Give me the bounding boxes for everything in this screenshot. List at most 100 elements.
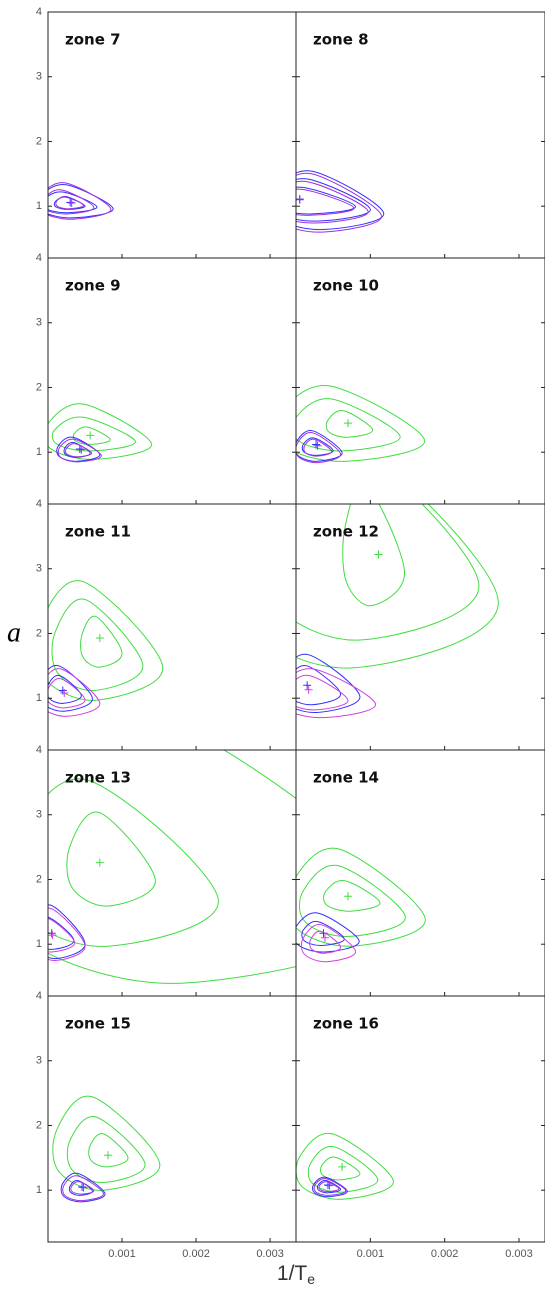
contour xyxy=(48,191,98,214)
contour xyxy=(296,186,357,215)
contour xyxy=(52,1095,161,1191)
center-marker xyxy=(338,1162,347,1171)
y-tick-label: 4 xyxy=(36,498,42,510)
contour xyxy=(62,1175,104,1202)
contour xyxy=(48,668,101,717)
x-axis-label-main: 1/T xyxy=(277,1262,308,1285)
y-tick-label: 1 xyxy=(36,938,42,950)
contour xyxy=(296,847,426,947)
plot-area xyxy=(48,182,114,220)
contour xyxy=(53,196,86,210)
y-tick-label: 2 xyxy=(36,1119,42,1131)
contour xyxy=(60,1172,106,1203)
panel: zone 13 1 2 3 4 xyxy=(36,744,297,997)
center-marker xyxy=(67,198,76,207)
panel-title: zone 13 xyxy=(65,769,131,787)
y-tick-label: 3 xyxy=(36,1055,42,1067)
panel-title: zone 12 xyxy=(313,523,379,541)
plot-area xyxy=(296,170,385,233)
y-tick-label: 2 xyxy=(36,381,42,393)
y-tick-label: 4 xyxy=(36,6,42,18)
y-tick-label: 1 xyxy=(36,446,42,458)
panel: zone 16 0.001 0.002 0.003 xyxy=(295,995,545,1260)
contour xyxy=(296,188,355,216)
panel: zone 8 xyxy=(295,11,545,259)
plot-area xyxy=(296,504,499,719)
contour xyxy=(342,504,406,607)
y-tick-label: 3 xyxy=(36,71,42,83)
contour xyxy=(296,432,342,464)
plot-area xyxy=(296,847,426,963)
panel-frame xyxy=(295,257,545,505)
center-marker xyxy=(77,445,86,454)
x-axis-label: 1/Te xyxy=(277,1262,315,1287)
y-tick-label: 4 xyxy=(36,744,42,756)
contour xyxy=(70,1181,95,1195)
contour xyxy=(296,180,369,224)
contour xyxy=(48,184,114,219)
contour xyxy=(48,580,164,701)
contour xyxy=(318,1181,340,1193)
center-marker xyxy=(86,431,95,440)
panel: zone 12 xyxy=(295,503,545,751)
center-marker xyxy=(304,685,313,694)
contour xyxy=(296,172,382,233)
contour xyxy=(300,923,356,963)
center-marker xyxy=(344,419,353,428)
panel-frame xyxy=(295,11,545,259)
contour xyxy=(66,1116,146,1183)
contour xyxy=(301,920,345,947)
y-tick-label: 1 xyxy=(36,200,42,212)
center-marker xyxy=(75,444,84,453)
center-marker xyxy=(320,933,329,942)
panel-title: zone 11 xyxy=(65,523,131,541)
contour xyxy=(296,170,385,231)
contour xyxy=(298,864,406,937)
contour xyxy=(68,1179,93,1196)
panel-frame xyxy=(47,11,297,259)
center-marker xyxy=(78,1182,87,1191)
plot-area xyxy=(296,385,426,464)
center-marker xyxy=(344,892,353,901)
contour xyxy=(296,1132,394,1200)
panel-title: zone 9 xyxy=(65,277,121,295)
contour xyxy=(48,189,95,215)
contour xyxy=(307,1145,379,1193)
panel-frame xyxy=(47,257,297,505)
y-tick-label: 2 xyxy=(36,873,42,885)
center-marker xyxy=(374,550,383,559)
y-tick-label: 4 xyxy=(36,252,42,264)
x-tick-label: 0.002 xyxy=(431,1248,459,1260)
center-marker xyxy=(296,195,304,204)
y-tick-label: 4 xyxy=(36,990,42,1002)
plot-area xyxy=(48,403,153,463)
panel: zone 10 xyxy=(295,257,545,505)
contour xyxy=(57,438,102,463)
contour xyxy=(48,916,75,950)
panel: zone 9 1 2 3 4 xyxy=(36,252,297,505)
plot-area xyxy=(48,580,164,717)
plot-area xyxy=(48,750,296,984)
center-marker xyxy=(95,858,104,867)
panel-title: zone 15 xyxy=(65,1015,131,1033)
contour xyxy=(296,178,371,222)
panel: zone 14 xyxy=(295,749,545,997)
center-marker xyxy=(95,634,104,643)
panel-title: zone 7 xyxy=(65,31,121,49)
contour xyxy=(313,1177,347,1196)
contour xyxy=(303,438,333,457)
contour xyxy=(296,385,426,462)
contour xyxy=(48,664,93,712)
contour xyxy=(56,436,101,462)
panel-frame xyxy=(295,749,545,997)
center-marker xyxy=(79,1183,88,1192)
y-tick-label: 3 xyxy=(36,317,42,329)
contour xyxy=(48,182,112,220)
contour xyxy=(51,416,136,452)
panel-frame xyxy=(295,503,545,751)
plot-area xyxy=(52,1095,161,1203)
plot-area xyxy=(296,1132,394,1200)
contour xyxy=(88,1133,129,1168)
